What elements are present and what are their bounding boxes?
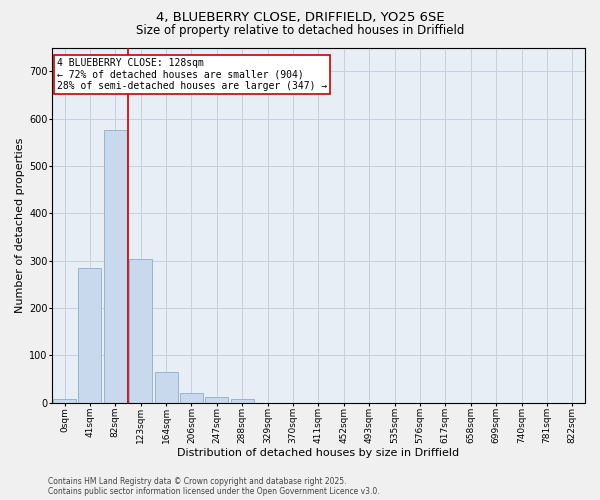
Text: 4 BLUEBERRY CLOSE: 128sqm
← 72% of detached houses are smaller (904)
28% of semi: 4 BLUEBERRY CLOSE: 128sqm ← 72% of detac… <box>57 58 328 92</box>
Bar <box>155 372 178 403</box>
Bar <box>205 396 228 403</box>
Y-axis label: Number of detached properties: Number of detached properties <box>15 138 25 313</box>
Bar <box>104 130 127 403</box>
Bar <box>129 260 152 403</box>
X-axis label: Distribution of detached houses by size in Driffield: Distribution of detached houses by size … <box>178 448 460 458</box>
Text: Contains HM Land Registry data © Crown copyright and database right 2025.
Contai: Contains HM Land Registry data © Crown c… <box>48 476 380 496</box>
Bar <box>79 268 101 403</box>
Bar <box>180 394 203 403</box>
Bar <box>231 398 254 403</box>
Bar <box>53 399 76 403</box>
Text: 4, BLUEBERRY CLOSE, DRIFFIELD, YO25 6SE: 4, BLUEBERRY CLOSE, DRIFFIELD, YO25 6SE <box>155 12 445 24</box>
Text: Size of property relative to detached houses in Driffield: Size of property relative to detached ho… <box>136 24 464 37</box>
